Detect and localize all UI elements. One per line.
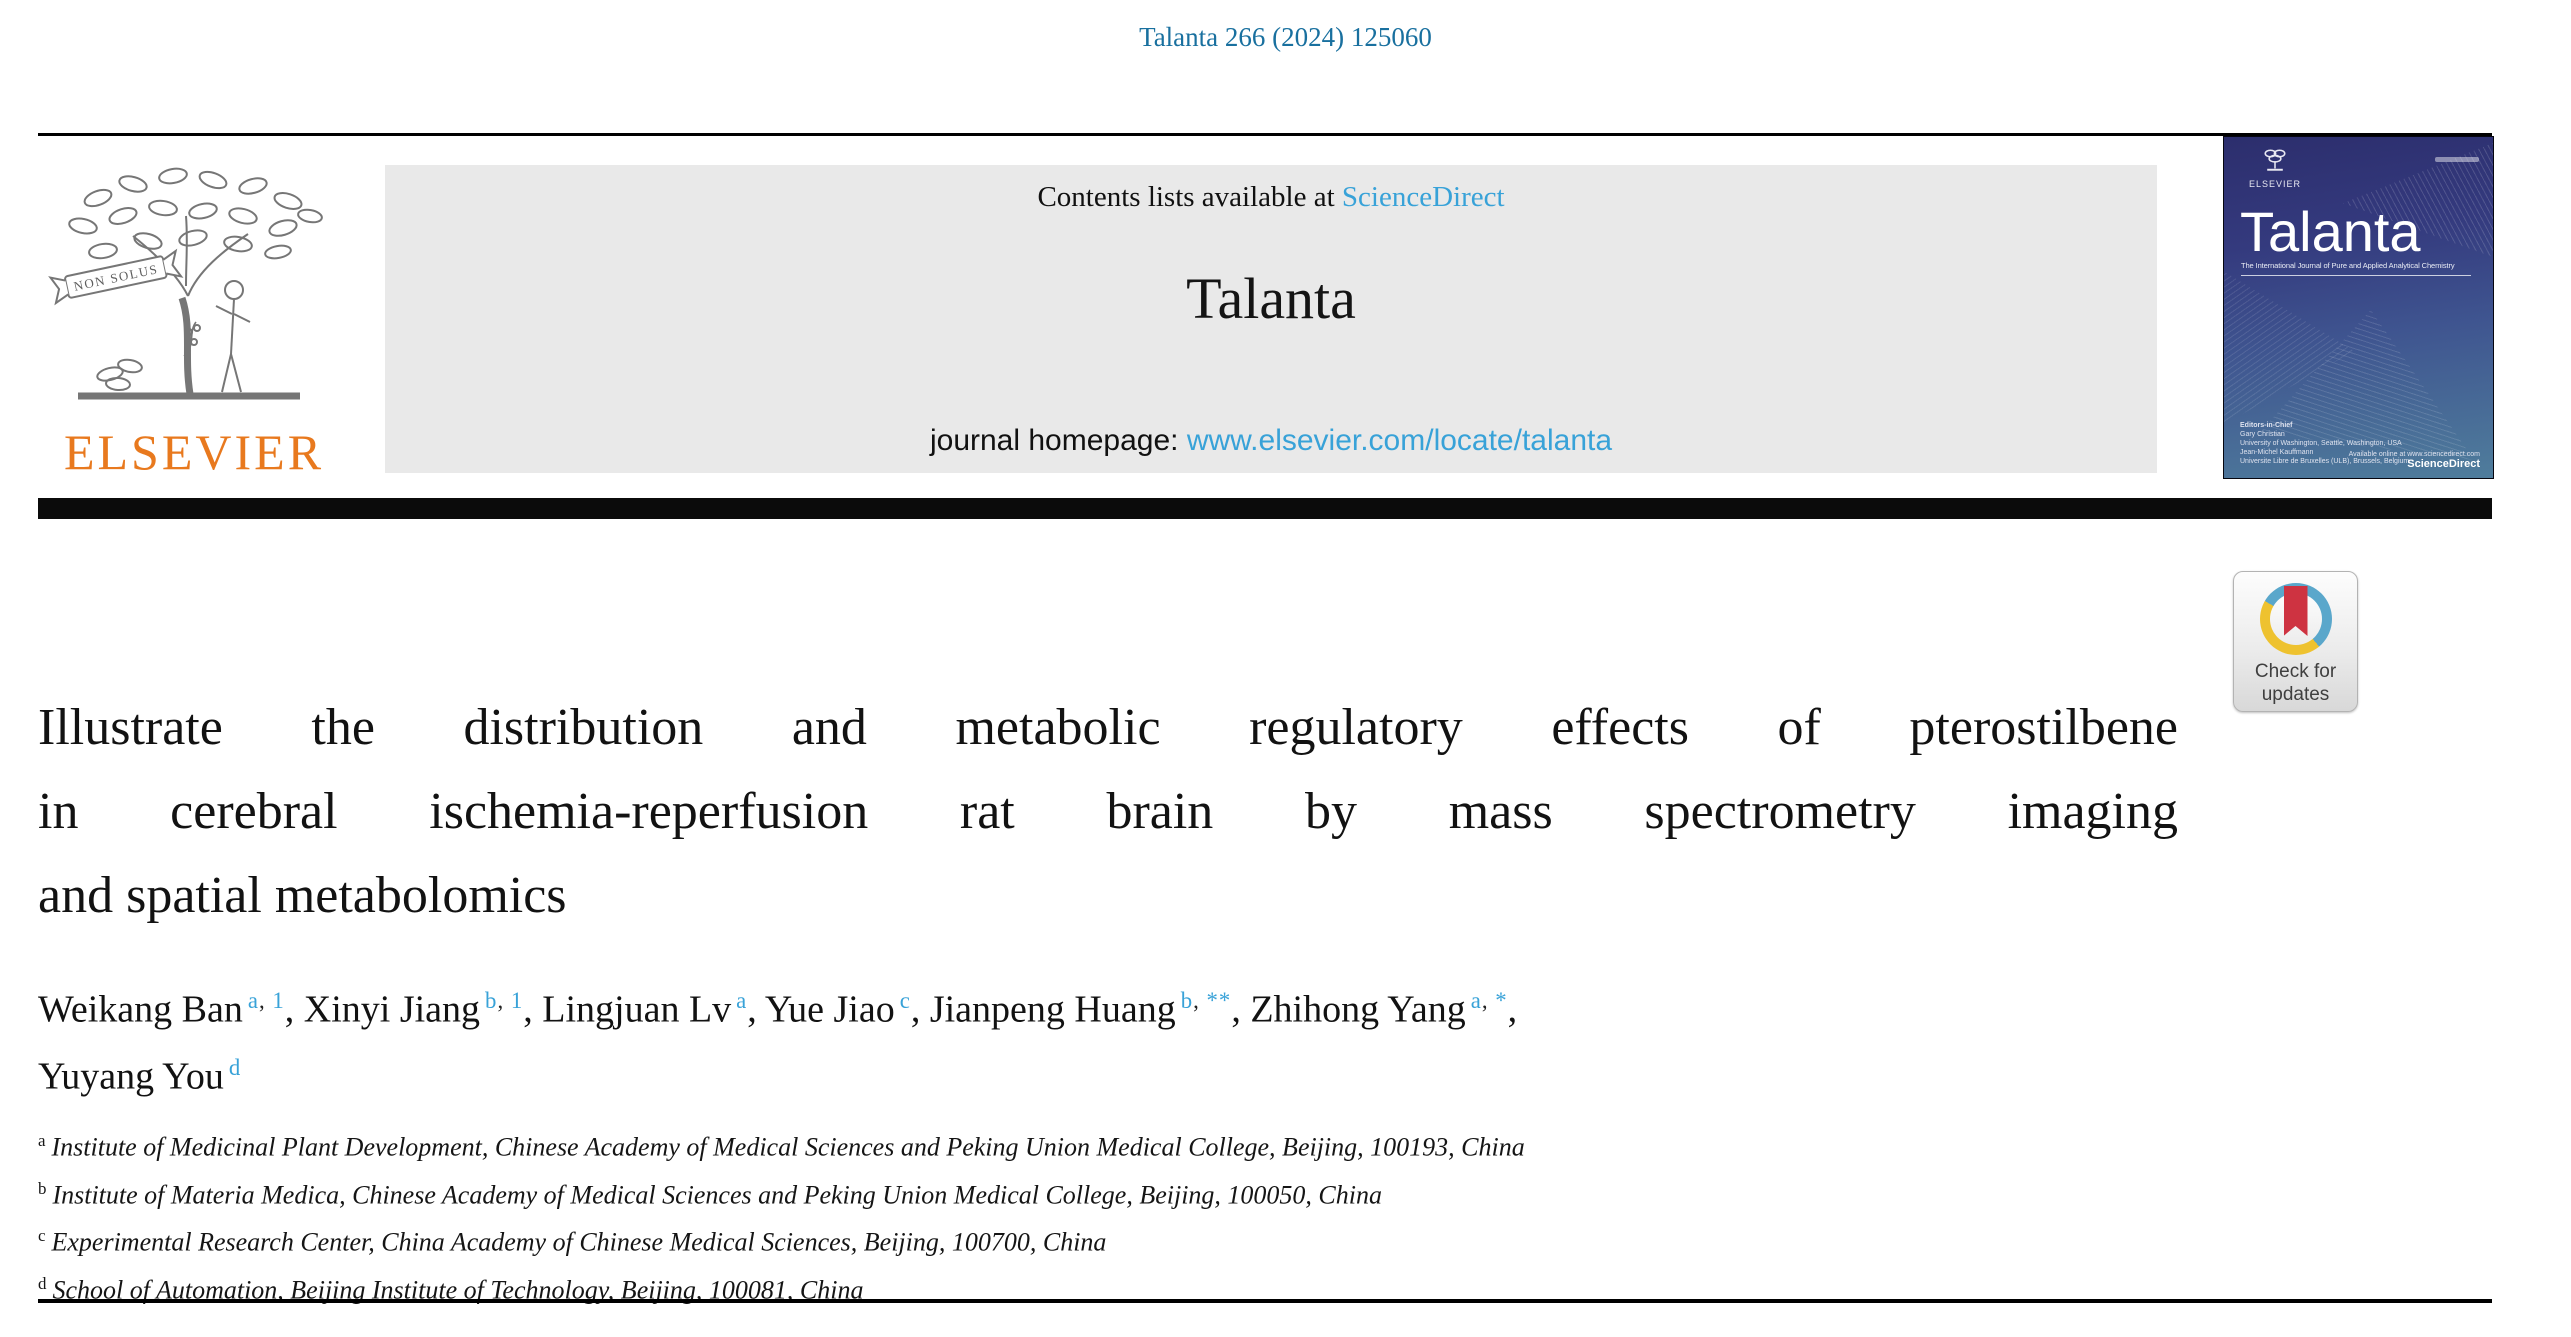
cover-elsevier-logo: ELSEVIER (2240, 147, 2310, 189)
author-name: Yue Jiao (764, 988, 895, 1031)
journal-homepage-link[interactable]: www.elsevier.com/locate/talanta (1186, 424, 1613, 457)
author-affiliation-superscript: a (736, 988, 748, 1013)
crossmark-icon (2259, 583, 2332, 655)
check-for-updates-badge[interactable]: Check for updates (2233, 571, 2358, 712)
thick-divider-bar (38, 498, 2492, 519)
author-separator: , (1507, 988, 1518, 1031)
affiliation: b Institute of Materia Medica, Chinese Ac… (38, 1168, 2338, 1216)
check-for-updates-line1: Check for (2254, 661, 2337, 682)
affiliation-label: c (38, 1226, 46, 1246)
cover-editor-line: Universite Libre de Bruxelles (ULB), Bru… (2240, 458, 2410, 465)
top-divider-rule (38, 133, 2492, 136)
author-name: Weikang Ban (38, 988, 243, 1031)
cover-divider-line (2241, 275, 2471, 276)
affiliation-text: Experimental Research Center, China Acad… (51, 1227, 1107, 1257)
affiliation-text: Institute of Materia Medica, Chinese Aca… (52, 1180, 1382, 1210)
author-separator: , (747, 988, 765, 1031)
elsevier-logo: NON SOLUS ELSEVIER (38, 156, 350, 480)
sciencedirect-link[interactable]: ScienceDirect (1341, 181, 1505, 213)
cover-editor-line: Jean-Michel Kauffmann (2240, 449, 2314, 456)
contents-lists-prefix: Contents lists available at (1037, 181, 1342, 213)
article-title-line: and spatial metabolomics (38, 867, 567, 924)
cover-issn-text-decoration (2435, 157, 2479, 162)
affiliation-label: a (38, 1131, 46, 1150)
cover-editors-heading: Editors-in-Chief (2240, 422, 2293, 429)
cover-editor-line: University of Washington, Seattle, Washi… (2240, 440, 2402, 447)
cover-elsevier-tree-icon (2264, 149, 2286, 171)
contents-lists-line: Contents lists available at ScienceDirec… (385, 181, 2157, 214)
cover-sciencedirect-wordmark: ScienceDirect (2407, 458, 2480, 470)
author-affiliation-superscript: b, 1 (485, 988, 524, 1013)
affiliation-label: b (38, 1178, 47, 1198)
journal-homepage-line: journal homepage: www.elsevier.com/locat… (385, 424, 2157, 458)
cover-editors-block: Editors-in-Chief Gary Christian Universit… (2240, 421, 2409, 466)
journal-cover-thumbnail: ELSEVIER Talanta The International Journ… (2223, 136, 2494, 479)
non-solus-banner: NON SOLUS (48, 248, 184, 306)
author-separator: , (1231, 988, 1251, 1031)
cover-sciencedirect-block: Available online at www.sciencedirect.co… (2349, 451, 2480, 470)
homepage-prefix: journal homepage: (929, 424, 1187, 457)
journal-name: Talanta (1186, 266, 1356, 331)
author-name: Xinyi Jiang (303, 988, 481, 1031)
author-list: Weikang Ban a, 1, Xinyi Jiang b, 1, Lingju… (38, 972, 2218, 1105)
elsevier-tree-icon: NON SOLUS (48, 167, 323, 400)
author-separator: , (284, 988, 304, 1031)
cover-elsevier-wordmark: ELSEVIER (2248, 179, 2302, 189)
cover-journal-title: Talanta (2240, 200, 2421, 263)
affiliation-label: d (38, 1273, 47, 1293)
affiliation-text: Institute of Medicinal Plant Development… (51, 1132, 1525, 1162)
cover-available-online-line: Available online at www.sciencedirect.co… (2348, 451, 2480, 458)
elsevier-wordmark: ELSEVIER (63, 424, 325, 480)
author-affiliation-superscript: c (899, 988, 911, 1013)
cover-journal-subtitle: The International Journal of Pure and Ap… (2241, 261, 2455, 270)
affiliation: c Experimental Research Center, China Aca… (38, 1215, 2338, 1263)
author-name: Lingjuan Lv (542, 988, 732, 1031)
affiliation: a Institute of Medicinal Plant Developmen… (38, 1120, 2338, 1168)
cover-editor-line: Gary Christian (2240, 431, 2285, 438)
check-for-updates-label: Check for updates (2234, 660, 2357, 706)
author-separator: , (910, 988, 930, 1031)
author-name: Zhihong Yang (1250, 988, 1466, 1031)
bottom-divider-rule (38, 1299, 2492, 1303)
author-affiliation-superscript: b, ** (1180, 988, 1232, 1013)
author-affiliation-superscript: d (228, 1054, 242, 1080)
author-affiliation-superscript: a, 1 (247, 988, 285, 1013)
author-affiliation-superscript: a, * (1470, 988, 1508, 1013)
article-title-line: in cerebral ischemia-reperfusion rat bra… (38, 783, 2178, 840)
author-name: Yuyang You (38, 1055, 224, 1098)
check-for-updates-line2: updates (2261, 684, 2330, 705)
author-separator: , (523, 988, 543, 1031)
affiliation: d School of Automation, Beijing Institute… (38, 1263, 2338, 1311)
affiliation-list: a Institute of Medicinal Plant Developmen… (38, 1120, 2338, 1311)
article-title: Illustrate the distribution and metaboli… (38, 686, 2178, 938)
masthead-box: Contents lists available at ScienceDirec… (385, 165, 2157, 473)
article-title-line: Illustrate the distribution and metaboli… (38, 699, 2178, 756)
journal-citation: Talanta 266 (2024) 125060 (1139, 22, 1432, 52)
author-name: Jianpeng Huang (929, 988, 1176, 1031)
